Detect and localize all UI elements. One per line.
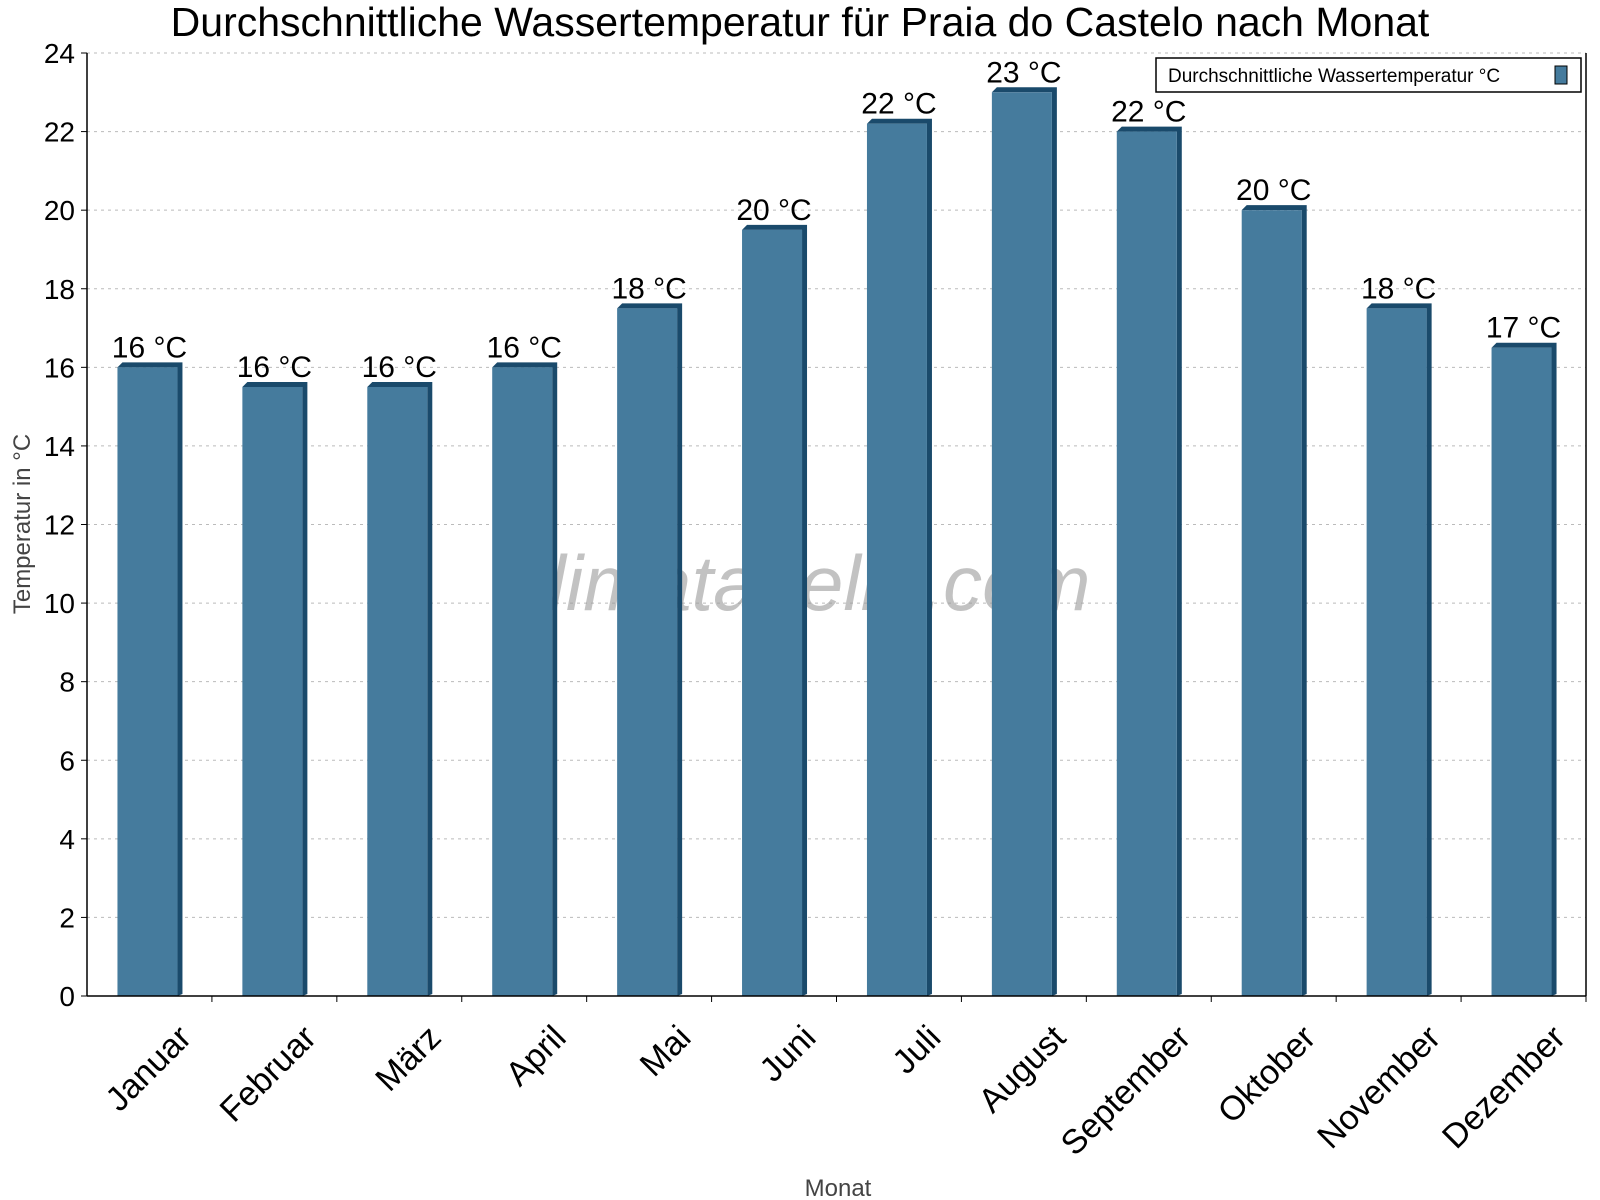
x-tick-label: April bbox=[499, 1018, 574, 1093]
y-tick-label: 20 bbox=[44, 195, 75, 226]
bar bbox=[492, 367, 553, 996]
data-label: 20 °C bbox=[1236, 174, 1311, 207]
data-label: 17 °C bbox=[1486, 312, 1561, 345]
data-label: 16 °C bbox=[112, 331, 187, 364]
y-tick-label: 4 bbox=[59, 824, 75, 855]
bar bbox=[242, 386, 303, 997]
x-tick-label: Februar bbox=[213, 1018, 324, 1129]
y-tick-label: 8 bbox=[59, 667, 75, 698]
data-label: 16 °C bbox=[362, 351, 437, 384]
y-tick-label: 2 bbox=[59, 902, 75, 933]
data-label: 16 °C bbox=[487, 331, 562, 364]
bars: 16 °C 16 °C 16 °C 16 °C 18 °C 20 °C 22 °C 23 °C… bbox=[112, 56, 1561, 997]
y-tick-label: 0 bbox=[59, 981, 75, 1012]
y-tick-label: 6 bbox=[59, 745, 75, 776]
y-tick-label: 10 bbox=[44, 588, 75, 619]
y-tick-label: 24 bbox=[44, 38, 75, 69]
y-tick-label: 16 bbox=[44, 352, 75, 383]
data-label: 18 °C bbox=[1361, 272, 1436, 305]
y-tick-label: 12 bbox=[44, 510, 75, 541]
bar bbox=[367, 386, 428, 997]
bar bbox=[617, 308, 678, 996]
y-axis-label: Temperatur in °C bbox=[9, 434, 36, 614]
legend-label: Durchschnittliche Wassertemperatur °C bbox=[1168, 66, 1500, 87]
bar bbox=[1366, 308, 1427, 996]
legend-swatch bbox=[1554, 65, 1568, 85]
x-tick-label: August bbox=[971, 1018, 1073, 1120]
data-label: 23 °C bbox=[986, 56, 1061, 89]
bar bbox=[991, 92, 1052, 996]
x-tick-label: Januar bbox=[98, 1018, 198, 1118]
bar bbox=[1116, 131, 1177, 997]
legend: Durchschnittliche Wassertemperatur °C bbox=[1155, 57, 1582, 93]
bar bbox=[742, 229, 803, 996]
x-tick-label: Juli bbox=[885, 1018, 948, 1081]
bar bbox=[866, 123, 927, 997]
x-tick-label: Dezember bbox=[1435, 1018, 1573, 1156]
x-tick-label: November bbox=[1310, 1018, 1448, 1156]
data-label: 22 °C bbox=[861, 88, 936, 121]
x-axis-label: Monat bbox=[805, 1175, 872, 1200]
data-label: 20 °C bbox=[736, 194, 811, 227]
data-label: 18 °C bbox=[611, 272, 686, 305]
data-label: 22 °C bbox=[1111, 96, 1186, 129]
x-tick-label: März bbox=[368, 1018, 448, 1098]
x-tick-label: Mai bbox=[633, 1018, 699, 1084]
chart-title: Durchschnittliche Wassertemperatur für P… bbox=[171, 0, 1430, 45]
bar bbox=[1241, 210, 1302, 996]
x-tick-label: September bbox=[1054, 1018, 1198, 1162]
y-tick-label: 22 bbox=[44, 117, 75, 148]
bar bbox=[1491, 347, 1552, 996]
x-tick-label: Oktober bbox=[1211, 1018, 1323, 1130]
y-tick-label: 14 bbox=[44, 431, 75, 462]
gridlines bbox=[87, 52, 1586, 918]
bar bbox=[117, 367, 178, 996]
x-tick-label: Juni bbox=[752, 1018, 823, 1089]
y-tick-label: 18 bbox=[44, 274, 75, 305]
data-label: 16 °C bbox=[237, 351, 312, 384]
